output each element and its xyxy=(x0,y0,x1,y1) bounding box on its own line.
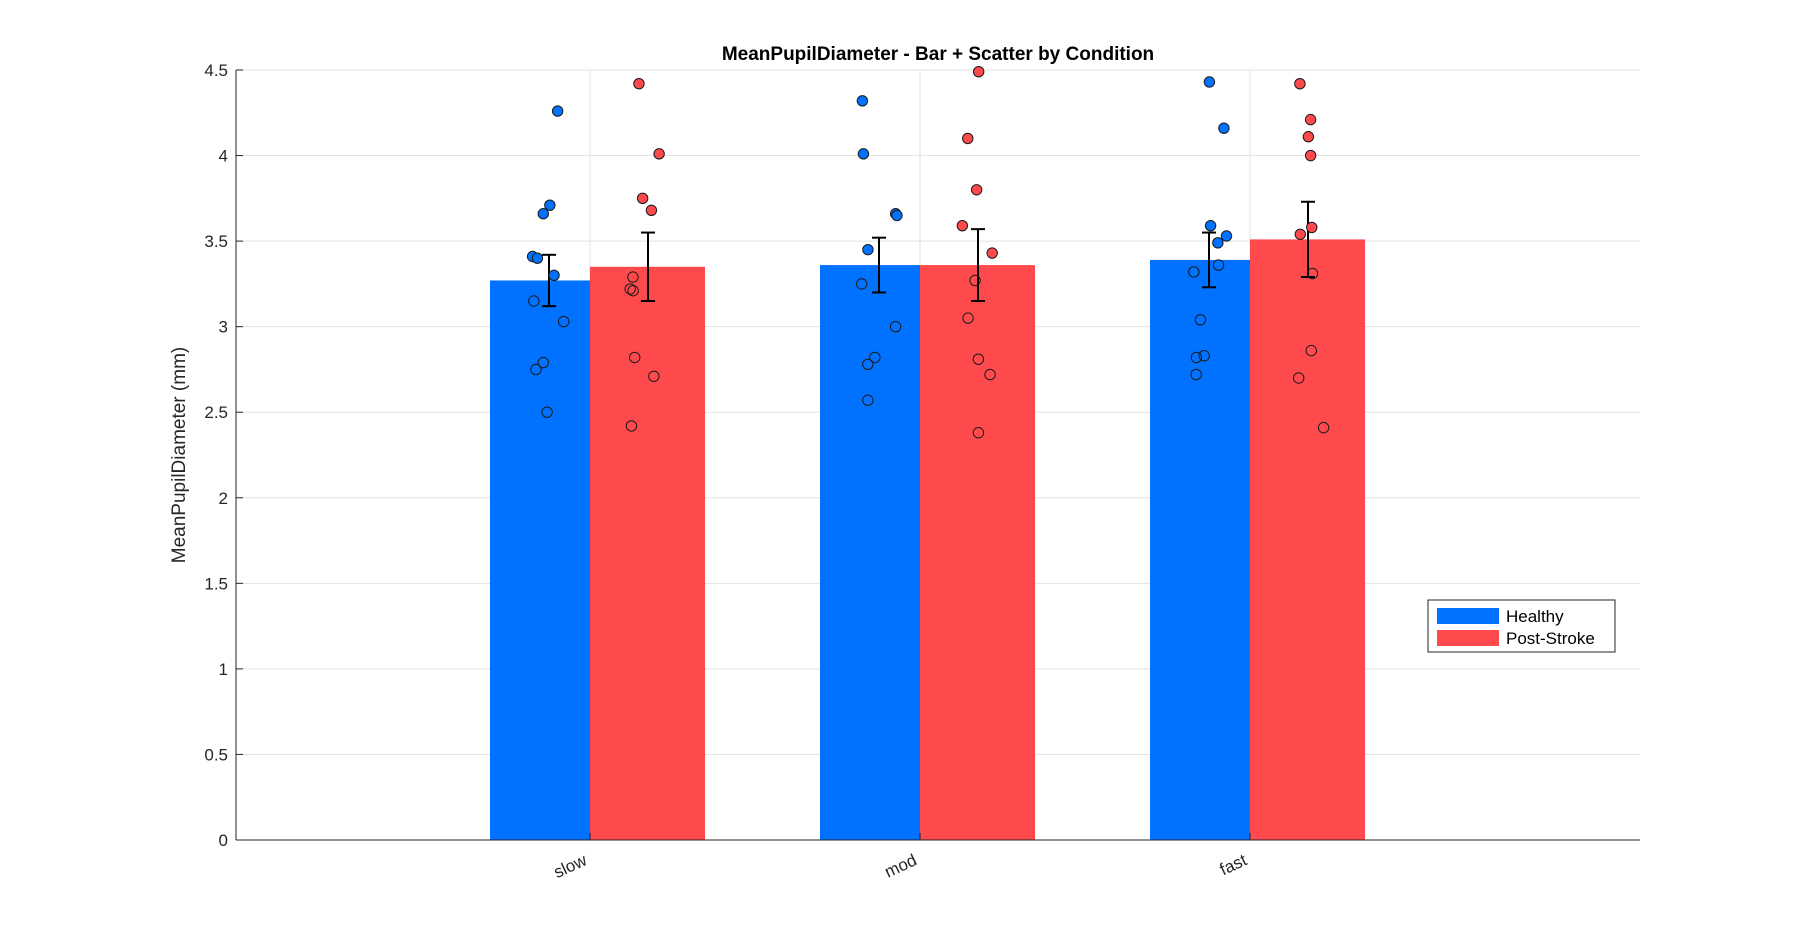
chart-title: MeanPupilDiameter - Bar + Scatter by Con… xyxy=(722,44,1154,65)
scatter-point-post-stroke-fast xyxy=(1294,77,1306,90)
scatter-point-post-stroke-fast xyxy=(1304,113,1317,126)
scatter-point-post-stroke-mod xyxy=(972,353,985,365)
scatter-point-post-stroke-fast xyxy=(1293,372,1305,384)
scatter-point-healthy-mod xyxy=(891,209,903,222)
bar-healthy-slow xyxy=(490,280,590,840)
scatter-point-post-stroke-mod xyxy=(970,184,983,196)
scatter-point-healthy-slow xyxy=(541,406,553,418)
tick-labels: 0 0.5 1 1.5 2 2.5 3 3.5 4 4.5 slow mod fast xyxy=(204,61,1250,882)
y-tick-label: 1.5 xyxy=(204,574,228,593)
y-tick-label: 1 xyxy=(219,660,228,679)
scatter-point-post-stroke-fast xyxy=(1306,221,1318,234)
scatter-point-healthy-fast xyxy=(1218,122,1230,134)
scatter-point-healthy-slow xyxy=(531,252,544,264)
scatter-point-healthy-slow xyxy=(537,356,549,369)
y-tick-label: 3.5 xyxy=(204,232,228,251)
axes xyxy=(235,69,1640,841)
scatter-point-healthy-slow xyxy=(530,363,542,376)
scatter-point-post-stroke-slow xyxy=(645,204,658,217)
scatter-point-healthy-mod xyxy=(862,358,874,371)
bar-post-stroke-mod xyxy=(920,265,1035,841)
scatter-point-healthy-mod xyxy=(857,148,870,160)
scatter-point-post-stroke-slow xyxy=(625,420,638,432)
scatter-point-healthy-mod xyxy=(869,351,881,364)
bar-post-stroke-fast xyxy=(1250,239,1365,840)
scatter-point-healthy-fast xyxy=(1220,230,1233,242)
legend-label-post-stroke: Post-Stroke xyxy=(1506,629,1595,648)
x-tick-label-mod: mod xyxy=(882,850,920,881)
scatter-point-post-stroke-mod xyxy=(972,66,985,78)
bar-healthy-mod xyxy=(820,265,920,841)
scatter-point-post-stroke-mod xyxy=(969,274,981,287)
scatter-point-healthy-fast xyxy=(1203,76,1216,88)
scatter-point-post-stroke-slow xyxy=(648,370,660,382)
bar-post-stroke-slow xyxy=(590,266,705,840)
bar-healthy-fast xyxy=(1150,259,1250,840)
scatter-point-post-stroke-mod xyxy=(962,312,974,324)
scatter-point-healthy-fast xyxy=(1198,350,1210,362)
scatter-point-post-stroke-fast xyxy=(1306,267,1319,280)
scatter-point-healthy-fast xyxy=(1212,237,1224,249)
y-tick-label: 0.5 xyxy=(204,745,228,764)
scatter-point-healthy-mod xyxy=(889,320,902,333)
scatter-point-post-stroke-mod xyxy=(972,427,985,439)
legend: Healthy Post-Stroke xyxy=(1427,599,1616,653)
y-axis-label: MeanPupilDiameter (mm) xyxy=(169,347,190,563)
scatter-point-post-stroke-slow xyxy=(624,283,636,295)
x-tick-label-slow: slow xyxy=(551,850,591,882)
scatter-point-post-stroke-slow xyxy=(628,351,641,364)
y-tick-label: 0 xyxy=(219,831,228,850)
legend-swatch-post-stroke xyxy=(1437,630,1499,646)
bars xyxy=(490,239,1365,841)
scatter-point-healthy-fast xyxy=(1194,314,1207,326)
error-bars xyxy=(542,200,1315,308)
scatter-points xyxy=(526,66,1330,439)
scatter-point-post-stroke-slow xyxy=(653,148,665,160)
scatter-point-healthy-fast xyxy=(1188,266,1200,278)
y-tick-label: 4 xyxy=(219,147,228,166)
scatter-point-healthy-fast xyxy=(1190,351,1203,364)
scatter-point-post-stroke-slow xyxy=(627,271,639,283)
scatter-point-post-stroke-mod xyxy=(956,220,969,232)
scatter-point-post-stroke-mod xyxy=(984,368,996,381)
scatter-point-healthy-fast xyxy=(1212,259,1225,271)
x-tick-label-fast: fast xyxy=(1217,850,1250,879)
scatter-point-post-stroke-slow xyxy=(627,285,639,297)
scatter-point-post-stroke-mod xyxy=(986,247,998,259)
scatter-point-healthy-slow xyxy=(551,105,564,117)
scatter-point-healthy-slow xyxy=(537,208,549,220)
legend-swatch-healthy xyxy=(1437,608,1499,624)
scatter-point-healthy-slow xyxy=(557,315,570,328)
scatter-point-healthy-mod xyxy=(855,278,868,290)
scatter-point-post-stroke-fast xyxy=(1302,131,1315,143)
scatter-point-healthy-slow xyxy=(544,199,556,211)
scatter-point-healthy-mod xyxy=(856,95,869,107)
scatter-point-healthy-mod xyxy=(862,243,874,256)
y-tick-label: 3 xyxy=(219,318,228,337)
y-tick-label: 4.5 xyxy=(204,61,228,80)
scatter-point-healthy-mod xyxy=(862,394,874,406)
scatter-point-post-stroke-mod xyxy=(962,132,974,145)
scatter-point-healthy-slow xyxy=(548,269,560,282)
scatter-point-healthy-fast xyxy=(1204,220,1217,232)
scatter-point-post-stroke-fast xyxy=(1294,228,1306,240)
scatter-point-post-stroke-fast xyxy=(1317,421,1330,434)
legend-label-healthy: Healthy xyxy=(1506,607,1564,626)
scatter-point-post-stroke-fast xyxy=(1305,344,1317,357)
y-tick-label: 2.5 xyxy=(204,403,228,422)
scatter-point-healthy-fast xyxy=(1190,368,1202,381)
scatter-point-post-stroke-slow xyxy=(633,77,645,90)
scatter-point-post-stroke-slow xyxy=(636,192,649,205)
scatter-point-post-stroke-fast xyxy=(1304,149,1317,162)
y-tick-label: 2 xyxy=(219,489,228,508)
scatter-point-healthy-slow xyxy=(528,295,540,307)
